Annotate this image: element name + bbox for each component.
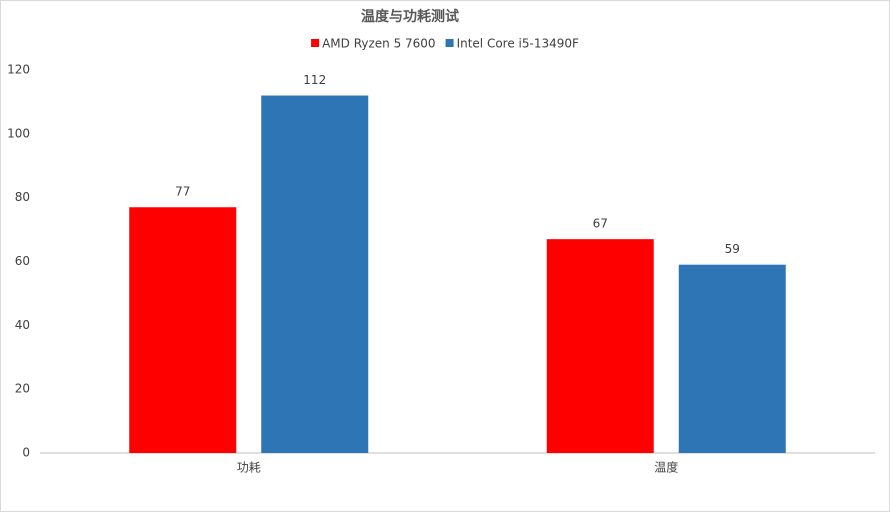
data-label: 67 — [593, 217, 608, 231]
legend-label: Intel Core i5-13490F — [457, 37, 579, 51]
legend-swatch — [445, 39, 454, 47]
data-label: 112 — [303, 73, 326, 87]
bar — [129, 207, 237, 453]
data-label: 77 — [175, 185, 190, 199]
x-tick-label: 功耗 — [237, 461, 261, 475]
y-tick-label: 120 — [7, 63, 30, 77]
bar — [546, 239, 654, 453]
y-tick-label: 80 — [15, 190, 30, 204]
x-tick-label: 温度 — [654, 460, 678, 475]
y-tick-label: 40 — [15, 318, 30, 332]
legend: AMD Ryzen 5 7600 Intel Core i5-13490F — [311, 37, 579, 51]
legend-label: AMD Ryzen 5 7600 — [322, 37, 436, 51]
y-tick-label: 100 — [7, 126, 30, 140]
y-tick-label: 20 — [15, 382, 30, 396]
bar — [678, 264, 786, 453]
legend-swatch — [311, 39, 320, 47]
data-label: 59 — [725, 242, 740, 256]
chart-title: 温度与功耗测试 — [361, 8, 459, 25]
y-tick-label: 0 — [22, 446, 30, 460]
bar — [261, 95, 369, 454]
y-tick-label: 60 — [15, 254, 30, 268]
